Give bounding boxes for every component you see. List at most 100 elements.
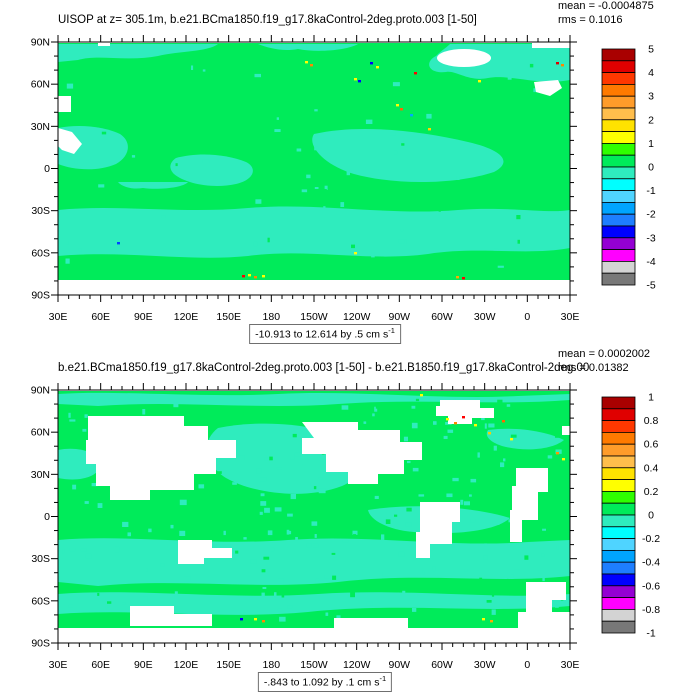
colorbar-box — [601, 225, 636, 239]
map-plot-top: 30E 60E 90E 120E 150E 180 150W 120W 90W 60W 30W 0 30… — [31, 35, 656, 323]
colorbar-box — [601, 479, 636, 492]
rms-value: rms = 0.01382 — [558, 362, 629, 374]
colorbar-box — [601, 95, 636, 109]
y-tick-label: 30S — [31, 205, 50, 217]
x-tick-label: 60E — [91, 659, 110, 671]
y-tick-label: 60N — [31, 79, 50, 91]
x-tick-label: 60E — [91, 311, 110, 323]
x-tick-label: 90E — [134, 311, 153, 323]
colorbar: 1 0.8 0.6 0.4 0.2 0 -0.2 -0.4 -0.6 -0.8 -1 — [601, 392, 660, 640]
range-caption-text: -10.913 to 12.614 by .5 cm s — [255, 328, 389, 341]
y-tick-label: 90N — [31, 385, 50, 397]
colorbar-tick-label: 0 — [648, 162, 654, 174]
colorbar-box — [601, 154, 636, 168]
y-tick-label: 60N — [31, 427, 50, 439]
y-tick-label: 0 — [44, 163, 50, 175]
x-tick-label: 30E — [49, 311, 68, 323]
x-tick-label: 30E — [561, 311, 580, 323]
map-frame — [57, 41, 571, 296]
colorbar-box — [601, 538, 636, 551]
range-caption-text: -.843 to 1.092 by .1 cm s — [263, 676, 380, 689]
colorbar-box — [601, 237, 636, 251]
colorbar-box — [601, 526, 636, 540]
colorbar-box — [601, 72, 636, 85]
panel-title: UISOP at z= 305.1m, b.e21.BCma1850.f19_g… — [58, 14, 477, 26]
x-tick-label: 60W — [431, 311, 453, 323]
colorbar-box — [601, 443, 636, 457]
colorbar-box — [601, 420, 636, 433]
colorbar-tick-label: -0.8 — [642, 604, 660, 616]
x-tick-label: 30E — [49, 659, 68, 671]
y-tick-label: 90S — [31, 638, 50, 650]
colorbar-box — [601, 490, 636, 504]
x-tick-label: 30W — [474, 659, 496, 671]
colorbar-box — [601, 60, 636, 73]
colorbar-box — [601, 201, 636, 215]
y-tick-label: 0 — [44, 511, 50, 523]
range-caption-exponent: -1 — [388, 326, 395, 335]
mean-value: mean = -0.0004875 — [558, 0, 654, 12]
colorbar-box — [601, 84, 636, 97]
colorbar-tick-label: -1 — [646, 628, 655, 640]
y-tick-label: 30N — [31, 469, 50, 481]
colorbar-box — [601, 119, 636, 133]
y-tick-label: 90S — [31, 290, 50, 302]
colorbar-tick-label: -2 — [646, 209, 655, 221]
colorbar-box — [601, 432, 636, 445]
colorbar-box — [601, 608, 636, 622]
colorbar-tick-label: 3 — [648, 91, 654, 103]
range-caption: -.843 to 1.092 by .1 cm s-1 — [257, 672, 393, 692]
x-tick-label: 60W — [431, 659, 453, 671]
colorbar-box — [601, 396, 636, 410]
panel-title: b.e21.BCma1850.f19_g17.8kaControl-2deg.p… — [58, 362, 590, 374]
colorbar-tick-label: 4 — [648, 67, 654, 79]
x-tick-label: 120W — [343, 659, 371, 671]
rms-value: rms = 0.1016 — [558, 14, 623, 26]
panel-top-field: 30E 60E 90E 120E 150E 180 150W 120W 90W 60W 30W 0 30… — [0, 0, 700, 348]
y-tick-label: 60S — [31, 247, 50, 259]
colorbar-box — [601, 107, 636, 121]
map-field — [58, 43, 570, 280]
x-tick-label: 120E — [174, 311, 199, 323]
map-plot-bottom: 30E 60E 90E 120E 150E 180 150W 120W 90W 60W 30W 0 30… — [31, 383, 660, 671]
colorbar-box — [601, 514, 636, 528]
colorbar-tick-label: 0.4 — [644, 462, 659, 474]
colorbar-box — [601, 272, 636, 286]
colorbar-box — [601, 620, 636, 634]
colorbar-box — [601, 408, 636, 421]
x-tick-label: 150E — [216, 311, 241, 323]
colorbar-box — [601, 249, 636, 262]
x-tick-label: 90W — [389, 311, 411, 323]
mean-value: mean = 0.0002002 — [558, 348, 651, 360]
x-tick-label: 30E — [561, 659, 580, 671]
colorbar-tick-label: 5 — [648, 44, 654, 56]
axis-ticks — [51, 35, 577, 302]
colorbar-box — [601, 178, 636, 192]
colorbar-tick-label: 1 — [648, 392, 654, 404]
colorbar-box — [601, 467, 636, 481]
colorbar-box — [601, 585, 636, 599]
y-tick-label: 90N — [31, 37, 50, 49]
x-tick-label: 120E — [174, 659, 199, 671]
colorbar-tick-label: -0.6 — [642, 580, 660, 592]
colorbar-box — [601, 502, 636, 516]
colorbar-tick-label: -4 — [646, 256, 655, 268]
colorbar-box — [601, 131, 636, 144]
colorbar-box — [601, 561, 636, 575]
x-tick-label: 150E — [216, 659, 241, 671]
colorbar-tick-label: -1 — [646, 185, 655, 197]
colorbar-tick-label: 1 — [648, 138, 654, 150]
x-tick-label: 0 — [524, 311, 530, 323]
x-tick-label: 180 — [263, 311, 281, 323]
x-tick-label: 180 — [263, 659, 281, 671]
x-tick-label: 30W — [474, 311, 496, 323]
colorbar-tick-label: 2 — [648, 114, 654, 126]
x-tick-label: 150W — [300, 311, 328, 323]
range-caption-exponent: -1 — [379, 674, 387, 683]
x-tick-label: 120W — [343, 311, 371, 323]
colorbar-tick-label: -0.2 — [642, 533, 660, 545]
colorbar-box — [601, 166, 636, 180]
colorbar-tick-label: 0 — [648, 510, 654, 522]
colorbar-box — [601, 142, 636, 156]
